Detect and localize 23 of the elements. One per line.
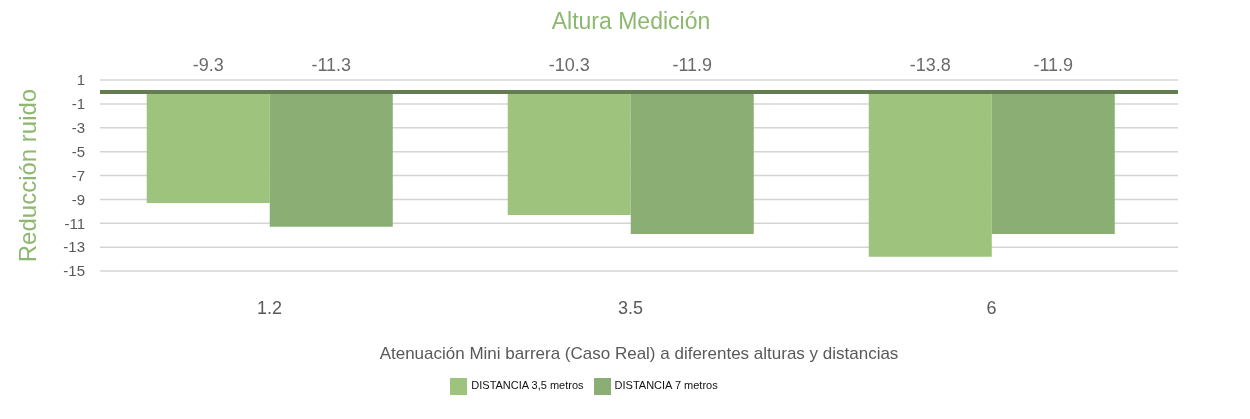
x-axis-title: Atenuación Mini barrera (Caso Real) a diferentes alturas y distancias [379,344,899,363]
y-tick-label: -5 [71,142,85,160]
x-tick-label: 3.5 [617,297,644,318]
data-label: -9.3 [192,54,224,75]
y-tick-label: -7 [71,166,85,184]
data-label: -11.9 [1033,54,1074,75]
y-tick-label: -11 [64,214,85,232]
data-label: -11.3 [311,54,352,75]
data-label: -11.9 [672,54,713,75]
legend-label: DISTANCIA 7 metros [614,379,718,392]
x-tick-label: 1.2 [256,297,283,318]
data-label: -13.8 [909,54,951,75]
chart-title: Altura Medición [550,8,712,35]
y-axis-title: Reducción ruido [13,88,41,263]
x-tick-label: 6 [986,297,997,318]
y-tick-label: -13 [63,238,85,256]
data-label: -10.3 [548,54,590,75]
y-tick-label: -1 [71,95,85,113]
legend-label: DISTANCIA 3,5 metros [471,379,584,392]
y-tick-label: 1 [76,71,85,89]
y-tick-label: -15 [63,262,85,280]
y-tick-label: -9 [71,190,85,208]
y-tick-label: -3 [71,119,85,137]
